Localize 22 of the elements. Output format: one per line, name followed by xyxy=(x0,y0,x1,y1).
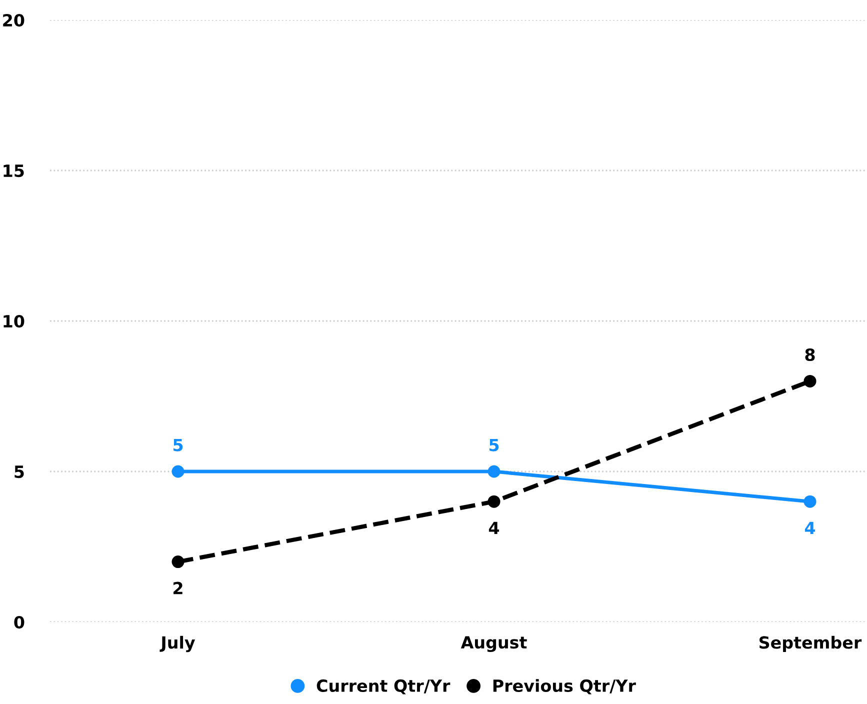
x-tick-label: September xyxy=(760,636,862,652)
point xyxy=(488,465,500,478)
point xyxy=(488,495,500,508)
data-label: 5 xyxy=(489,438,499,452)
legend-label: Previous Qtr/Yr xyxy=(493,679,636,694)
point xyxy=(804,374,816,388)
y-tick-label: 5 xyxy=(14,466,24,478)
legend-label: Current Qtr/Yr xyxy=(316,679,450,694)
y-tick-label: 15 xyxy=(4,164,24,178)
x-tick-label: August xyxy=(460,636,527,652)
x-tick-label: July xyxy=(160,636,196,652)
y-tick-label: 0 xyxy=(14,616,24,629)
point xyxy=(172,465,184,478)
point xyxy=(804,495,816,508)
data-label: 2 xyxy=(174,582,182,594)
data-label: 4 xyxy=(804,522,816,534)
y-tick-label: 20 xyxy=(3,14,24,27)
y-tick-label: 10 xyxy=(4,314,24,328)
data-label: 4 xyxy=(488,522,500,534)
data-label: 5 xyxy=(173,438,183,452)
data-label: 8 xyxy=(805,348,815,362)
point xyxy=(172,556,184,568)
